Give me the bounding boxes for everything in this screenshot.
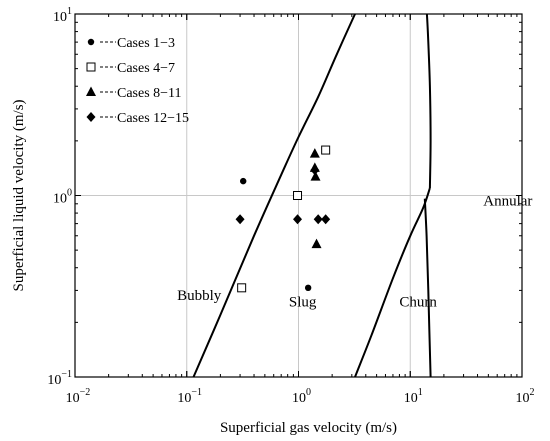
point-series3-1 xyxy=(309,148,320,158)
x-tick-label-1: 10−1 xyxy=(177,387,202,406)
axis-ticks xyxy=(74,13,523,378)
point-series2-1 xyxy=(237,283,247,293)
point-series3-3 xyxy=(310,171,321,181)
boundary-churn-annular-upper xyxy=(425,13,432,189)
point-series4-1 xyxy=(235,214,245,225)
legend-label-2: Cases 4−7 xyxy=(117,61,175,76)
point-series1-1 xyxy=(240,177,247,185)
legend-label-4: Cases 12−15 xyxy=(117,111,189,126)
boundary-churn-annular-lower xyxy=(423,198,432,378)
legend-marker-3 xyxy=(86,86,96,96)
point-series4-2 xyxy=(293,214,303,225)
region-label-annular: Annular xyxy=(483,194,532,210)
legend-marker-1 xyxy=(87,38,95,46)
region-label-slug: Slug xyxy=(289,294,317,310)
boundary-bubbly-slug xyxy=(192,13,356,378)
y-tick-label-1: 100 xyxy=(53,188,72,207)
region-label-churn: Churn xyxy=(399,294,437,310)
regime-boundaries xyxy=(192,13,432,378)
x-tick-label-4: 102 xyxy=(516,387,535,406)
legend-marker-2 xyxy=(86,62,96,72)
point-series2-3 xyxy=(321,145,331,155)
region-labels: Bubbly Slug Churn Annular xyxy=(177,194,532,311)
region-label-bubbly: Bubbly xyxy=(177,288,222,304)
point-series1-3 xyxy=(304,284,312,292)
y-tick-label-2: 101 xyxy=(53,6,72,25)
point-series4-5 xyxy=(310,165,320,176)
x-tick-label-2: 100 xyxy=(292,387,311,406)
legend-marker-4 xyxy=(86,112,96,122)
point-series4-3 xyxy=(313,214,323,225)
legend-label-1: Cases 1−3 xyxy=(117,36,175,51)
point-series2-2 xyxy=(293,191,303,200)
boundary-slug-churn xyxy=(354,187,431,378)
x-axis-title: Superficial gas velocity (m/s) xyxy=(220,420,397,436)
legend-label-3: Cases 8−11 xyxy=(117,86,182,101)
y-tick-label-0: 10−1 xyxy=(47,369,72,388)
point-series3-4 xyxy=(311,238,322,249)
y-axis-title: Superficial liquid velocity (m/s) xyxy=(11,99,27,291)
x-tick-label-3: 101 xyxy=(404,387,423,406)
x-tick-label-0: 10−2 xyxy=(66,387,91,406)
data-points xyxy=(235,145,331,293)
point-series4-4 xyxy=(321,214,331,225)
legend: Cases 1−3 Cases 4−7 Cases 8−11 Cases 12−15 xyxy=(86,36,189,126)
